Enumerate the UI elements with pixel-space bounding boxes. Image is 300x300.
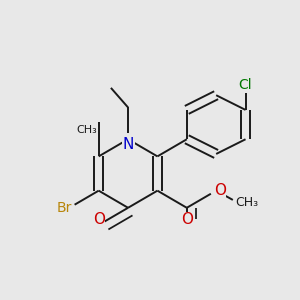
Text: CH₃: CH₃ — [236, 196, 259, 209]
Text: O: O — [93, 212, 105, 227]
Text: Cl: Cl — [239, 78, 252, 92]
Text: CH₃: CH₃ — [76, 124, 97, 135]
Text: Br: Br — [56, 201, 72, 215]
Text: N: N — [122, 137, 134, 152]
Text: O: O — [181, 212, 193, 227]
Text: O: O — [214, 183, 226, 198]
